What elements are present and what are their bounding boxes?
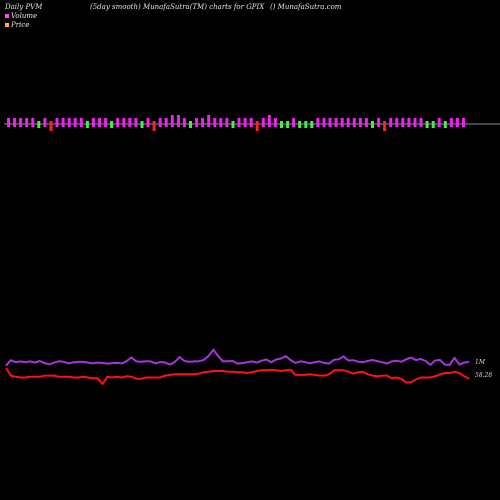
volume-bar xyxy=(19,118,23,127)
volume-bar xyxy=(237,118,241,127)
volume-bar xyxy=(207,115,211,127)
volume-bar xyxy=(61,118,65,127)
site-credit: () MunafaSutra.com xyxy=(270,3,342,11)
volume-bar xyxy=(231,121,235,128)
volume-bar xyxy=(25,118,29,127)
volume-bar xyxy=(104,118,108,127)
volume-bar xyxy=(358,118,362,127)
volume-bar xyxy=(437,118,441,127)
volume-bar xyxy=(389,118,393,127)
volume-bar xyxy=(419,118,423,127)
volume-bar xyxy=(286,121,290,128)
volume-bar xyxy=(176,115,180,127)
volume-bar xyxy=(280,121,283,128)
volume-bar xyxy=(340,118,344,127)
volume-bar xyxy=(170,115,174,127)
volume-bar xyxy=(73,118,77,127)
volume-bar xyxy=(67,118,71,127)
volume-bar xyxy=(455,118,459,127)
volume-bar xyxy=(243,118,247,127)
price-line xyxy=(5,367,470,385)
volume-bar xyxy=(267,115,271,127)
volume-bar xyxy=(152,121,156,131)
volume-bar xyxy=(334,118,338,127)
volume-bar xyxy=(431,121,435,128)
volume-bar xyxy=(401,118,405,127)
volume-bar xyxy=(189,121,192,128)
volume-bar xyxy=(261,118,265,127)
volume-bar xyxy=(140,121,144,128)
volume-bar xyxy=(371,121,374,128)
volume-bar xyxy=(413,118,417,127)
volume-bar xyxy=(98,118,101,127)
volume-bar xyxy=(116,118,120,127)
volume-bar xyxy=(37,121,41,128)
volume-bar xyxy=(273,118,277,127)
volume-bar xyxy=(55,118,59,127)
volume-bars xyxy=(7,115,465,131)
volume-bar xyxy=(49,121,53,131)
volume-bar xyxy=(134,118,138,127)
volume-end-label: 1M xyxy=(475,359,486,366)
legend-volume-label: Volume xyxy=(11,12,38,20)
volume-bar xyxy=(383,121,387,131)
volume-bar xyxy=(292,118,296,127)
volume-bar xyxy=(13,118,17,127)
volume-bar xyxy=(462,118,465,127)
volume-bar xyxy=(31,118,35,127)
volume-bar xyxy=(182,118,186,127)
volume-bar xyxy=(377,118,381,127)
chart-type-label: Daily PVM xyxy=(5,3,43,11)
volume-bar xyxy=(225,118,229,127)
volume-bar xyxy=(304,121,308,128)
volume-bar xyxy=(122,118,126,127)
price-end-label: 58.28 xyxy=(475,372,492,379)
volume-swatch xyxy=(5,14,9,18)
volume-bar xyxy=(146,118,150,127)
volume-bar xyxy=(158,118,162,127)
price-swatch xyxy=(5,23,9,27)
volume-bar xyxy=(328,118,332,127)
volume-bar xyxy=(364,118,368,127)
legend-volume: Volume xyxy=(5,12,37,20)
volume-bar xyxy=(310,121,314,128)
volume-bar xyxy=(346,118,350,127)
volume-bar xyxy=(407,118,411,127)
volume-bar xyxy=(195,118,199,127)
volume-bar xyxy=(316,118,320,127)
volume-bar xyxy=(322,118,326,127)
volume-bar xyxy=(255,121,259,131)
volume-bar xyxy=(164,118,168,127)
volume-bar xyxy=(213,118,217,127)
volume-line xyxy=(5,348,470,367)
volume-bar xyxy=(85,121,89,128)
chart-title: (5day smooth) MunafaSutra(TM) charts for… xyxy=(90,3,265,11)
volume-bar xyxy=(79,118,83,127)
legend-price-label: Price xyxy=(11,21,30,29)
volume-bar xyxy=(110,121,114,128)
volume-bar xyxy=(298,121,302,128)
volume-bar xyxy=(352,118,356,127)
volume-bar xyxy=(449,118,453,127)
volume-bar xyxy=(201,118,205,127)
volume-bar xyxy=(7,118,10,127)
volume-bar xyxy=(425,121,429,128)
volume-bar xyxy=(395,118,399,127)
legend-price: Price xyxy=(5,21,29,29)
volume-bar xyxy=(43,118,47,127)
volume-bar xyxy=(219,118,223,127)
volume-bar xyxy=(91,118,95,127)
volume-bar xyxy=(128,118,132,127)
volume-bar xyxy=(249,118,253,127)
volume-bar xyxy=(443,121,447,128)
